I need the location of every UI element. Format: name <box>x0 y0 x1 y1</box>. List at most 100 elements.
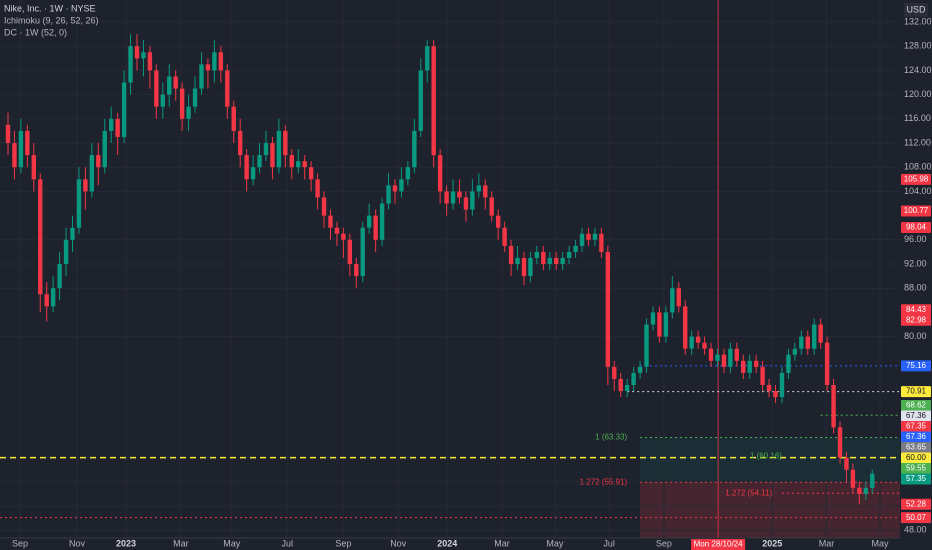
candle-body <box>18 130 24 168</box>
candle-body <box>25 130 30 156</box>
candle-body <box>702 342 707 349</box>
price-tag <box>901 410 931 422</box>
candle-body <box>31 155 36 180</box>
candle-body <box>328 215 333 228</box>
y-tick-label: 108.00 <box>904 162 932 172</box>
x-tick-label: Mar <box>494 538 510 548</box>
candle-body <box>102 130 107 168</box>
candle-body <box>108 118 114 131</box>
candle-body <box>824 342 830 386</box>
candle-body <box>263 143 269 156</box>
currency-box[interactable] <box>904 3 928 17</box>
candle-body <box>173 76 178 89</box>
x-tick-label: May <box>223 538 241 548</box>
candle-body <box>708 348 714 361</box>
candle-body <box>212 52 217 71</box>
price-tag-label: 70.91 <box>906 387 927 396</box>
candle-body <box>334 227 340 234</box>
candle-body <box>650 312 656 325</box>
y-tick-label: 120.00 <box>904 89 932 99</box>
candle-body <box>450 191 456 204</box>
candle-body <box>341 233 346 240</box>
candle-body <box>366 215 372 228</box>
candle-body <box>689 336 694 349</box>
price-tag <box>901 512 931 524</box>
candle-body <box>315 179 320 198</box>
candle-body <box>586 233 591 240</box>
candle-body <box>818 324 823 343</box>
candle-body <box>244 155 249 180</box>
candle-body <box>541 251 546 265</box>
candle-body <box>276 130 282 168</box>
candle-body <box>599 233 604 252</box>
price-tag-label: 100.77 <box>904 206 929 215</box>
candle-body <box>683 306 688 349</box>
price-tag <box>901 304 931 316</box>
candle-body <box>289 155 294 168</box>
price-tag-label: 50.07 <box>906 513 927 522</box>
candle-body <box>283 130 288 156</box>
currency[interactable]: USD <box>906 4 926 14</box>
candle-body <box>89 155 95 192</box>
candle-body <box>205 64 211 71</box>
candle-body <box>270 143 275 168</box>
zone <box>640 482 900 538</box>
candle-body <box>179 88 185 119</box>
candle-body <box>347 239 353 265</box>
y-tick-label: 80.00 <box>904 331 927 341</box>
x-tick-label: Mar <box>819 538 835 548</box>
candle-body <box>457 191 462 198</box>
y-tick-label: 128.00 <box>904 41 932 51</box>
candle-body <box>644 324 649 367</box>
price-tag-label: 59.55 <box>906 464 927 473</box>
candle-body <box>57 264 62 289</box>
candle-body <box>470 191 475 210</box>
price-tag-label: 67.36 <box>906 432 927 441</box>
candle-body <box>766 385 772 392</box>
candle-body <box>695 336 701 343</box>
price-tag-label: 67.35 <box>906 422 927 431</box>
candle-body <box>431 46 436 156</box>
candle-body <box>502 227 507 246</box>
candle-body <box>186 106 191 119</box>
candle-body <box>515 257 520 265</box>
y-tick-label: 92.00 <box>904 258 927 268</box>
candle-body <box>573 245 578 252</box>
y-tick-label: 132.00 <box>904 16 932 26</box>
candle-body <box>631 372 636 386</box>
candle-body <box>192 88 198 107</box>
y-tick-label: 124.00 <box>904 65 932 75</box>
symbol: Nike, Inc. · 1W · NYSE <box>4 3 96 13</box>
price-tag <box>901 386 931 398</box>
candle-body <box>747 360 752 373</box>
candle-body <box>399 179 404 192</box>
candle-body <box>760 366 765 386</box>
price-tag-label: 57.35 <box>906 474 927 483</box>
candle-body <box>418 70 423 131</box>
candle-body <box>360 227 365 277</box>
candle-body <box>392 185 398 192</box>
candle-body <box>44 294 49 307</box>
fib-label: 1.272 (54.11) <box>725 488 772 497</box>
price-tag <box>901 420 931 432</box>
candle-body <box>373 215 378 240</box>
price-tag-label: 67.36 <box>906 411 927 420</box>
candle-body <box>250 167 256 180</box>
candle-body <box>670 288 675 313</box>
candle-body <box>12 143 17 168</box>
candle-body <box>741 360 746 373</box>
y-tick-label: 112.00 <box>904 137 931 147</box>
candle-body <box>799 336 804 349</box>
indicator: Ichimoku (9, 26, 52, 26) <box>4 15 99 25</box>
y-tick-label: 104.00 <box>904 186 932 196</box>
candle-body <box>605 251 611 367</box>
candle-body <box>128 46 133 83</box>
indicator: DC · 1W (52, 0) <box>4 27 67 37</box>
candle-body <box>624 385 630 392</box>
x-tick-label: 2024 <box>437 538 457 548</box>
candle-body <box>296 161 301 168</box>
x-tick-label: Nov <box>390 538 407 548</box>
candle-body <box>779 372 785 398</box>
price-tag-label: 98.04 <box>906 223 927 232</box>
candle-body <box>463 197 469 210</box>
